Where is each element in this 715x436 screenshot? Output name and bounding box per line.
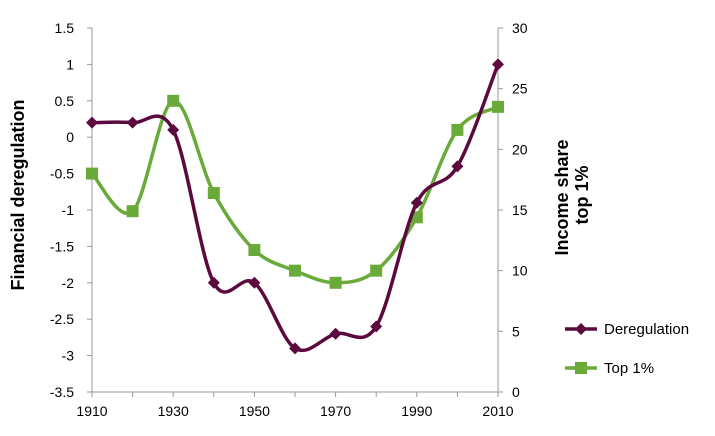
left-axis-ticks: -3.5 -3 -2.5 -2 -1.5 -1 -0.5 0 0.5 1 1.5	[50, 20, 92, 400]
right-tick-label: 25	[512, 81, 528, 97]
data-point-deregulation	[329, 327, 342, 340]
right-tick-label: 0	[512, 384, 520, 400]
left-tick-label: -1.5	[50, 238, 74, 254]
data-point-top-1-percent	[289, 264, 301, 277]
data-point-top-1-percent	[451, 123, 464, 136]
left-axis-title: Financial deregulation	[8, 99, 28, 290]
left-tick-label: -0.5	[50, 166, 74, 182]
left-tick-label: 1	[66, 56, 74, 72]
data-point-top-1-percent	[370, 264, 383, 277]
data-point-deregulation	[126, 116, 139, 129]
x-tick-label: 2010	[482, 403, 513, 419]
data-point-top-1-percent	[248, 244, 261, 257]
right-tick-label: 20	[512, 141, 528, 157]
right-axis-title-line-2: top 1%	[572, 165, 592, 224]
left-tick-label: 0.5	[55, 93, 75, 109]
data-point-deregulation	[167, 123, 180, 136]
right-axis-title-line-1: Income share	[552, 139, 572, 255]
x-tick-label: 1930	[158, 403, 189, 419]
data-point-top-1-percent	[492, 100, 504, 113]
right-tick-label: 30	[512, 20, 528, 36]
x-axis-ticks: 1910 1930 1950 1970 1990 2010	[76, 392, 514, 419]
data-point-top-1-percent	[167, 94, 180, 107]
axes	[91, 28, 499, 393]
data-point-top-1-percent	[86, 167, 98, 180]
left-tick-label: -2.5	[50, 311, 74, 327]
legend: Deregulation Top 1%	[565, 321, 689, 377]
data-point-deregulation	[492, 58, 504, 71]
right-axis-ticks: 0 5 10 15 20 25 30	[498, 20, 528, 400]
x-tick-label: 1910	[76, 403, 107, 419]
legend-label-deregulation: Deregulation	[604, 321, 689, 338]
right-axis-title: Income share top 1%	[552, 134, 592, 255]
left-tick-label: 0	[66, 129, 74, 145]
series-line-top-1-percent	[90, 99, 499, 285]
legend-label-top-1-percent: Top 1%	[604, 360, 654, 377]
legend-marker-deregulation	[575, 323, 587, 335]
data-point-top-1-percent	[207, 187, 220, 200]
right-tick-label: 15	[512, 202, 528, 218]
data-point-top-1-percent	[126, 205, 139, 218]
data-point-deregulation	[410, 196, 423, 209]
data-point-deregulation	[451, 160, 464, 173]
right-tick-label: 5	[512, 323, 520, 339]
data-point-deregulation	[289, 342, 301, 355]
legend-marker-top-1-percent	[575, 362, 587, 374]
series-layer	[86, 58, 504, 355]
left-tick-label: -3.5	[50, 384, 74, 400]
data-point-deregulation	[207, 276, 220, 289]
x-tick-label: 1990	[401, 403, 432, 419]
data-point-deregulation	[370, 320, 383, 333]
data-point-top-1-percent	[329, 276, 342, 289]
left-tick-label: -1	[62, 202, 75, 218]
left-tick-label: -2	[62, 275, 75, 291]
left-tick-label: -3	[62, 348, 75, 364]
data-point-deregulation	[86, 116, 98, 129]
data-point-deregulation	[248, 276, 261, 289]
x-tick-label: 1970	[320, 403, 351, 419]
right-tick-label: 10	[512, 263, 528, 279]
series-line-deregulation	[91, 63, 500, 353]
x-tick-label: 1950	[239, 403, 270, 419]
left-tick-label: 1.5	[55, 20, 75, 36]
